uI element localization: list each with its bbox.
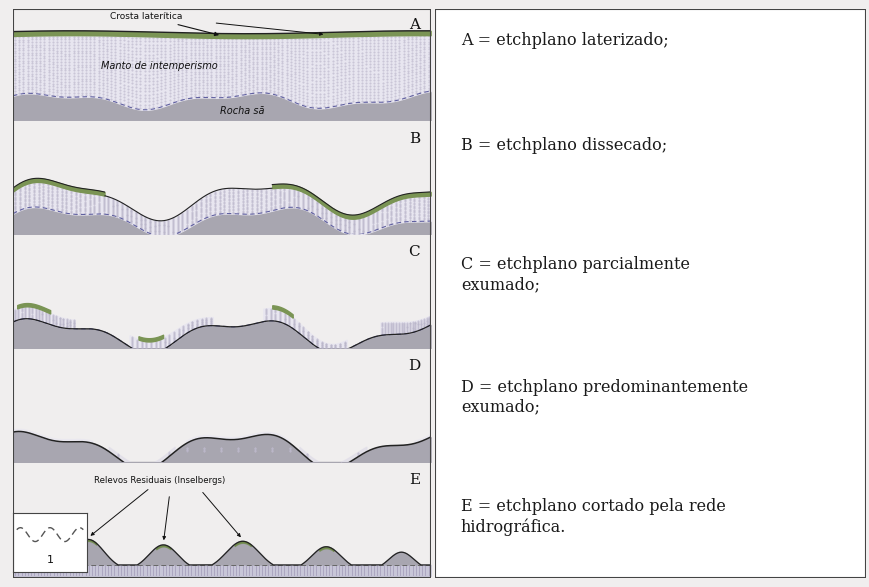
Text: D: D bbox=[408, 359, 420, 373]
Text: Crosta laterítica: Crosta laterítica bbox=[110, 12, 218, 36]
Text: 1: 1 bbox=[46, 555, 54, 565]
Text: B: B bbox=[408, 131, 420, 146]
Text: Relevos Residuais (Inselbergs): Relevos Residuais (Inselbergs) bbox=[91, 476, 224, 535]
Text: Manto de intemperismo: Manto de intemperismo bbox=[101, 60, 217, 71]
Text: A = etchplano laterizado;: A = etchplano laterizado; bbox=[461, 32, 667, 49]
FancyBboxPatch shape bbox=[434, 9, 865, 578]
Text: A: A bbox=[408, 18, 420, 32]
Text: D = etchplano predominantemente
exumado;: D = etchplano predominantemente exumado; bbox=[461, 379, 747, 416]
Text: E: E bbox=[408, 473, 420, 487]
Text: E = etchplano cortado pela rede
hidrográfica.: E = etchplano cortado pela rede hidrográ… bbox=[461, 498, 725, 536]
Text: C: C bbox=[408, 245, 420, 259]
Text: B = etchplano dissecado;: B = etchplano dissecado; bbox=[461, 137, 667, 154]
Text: Rocha sã: Rocha sã bbox=[220, 106, 265, 116]
Text: C = etchplano parcialmente
exumado;: C = etchplano parcialmente exumado; bbox=[461, 257, 689, 293]
